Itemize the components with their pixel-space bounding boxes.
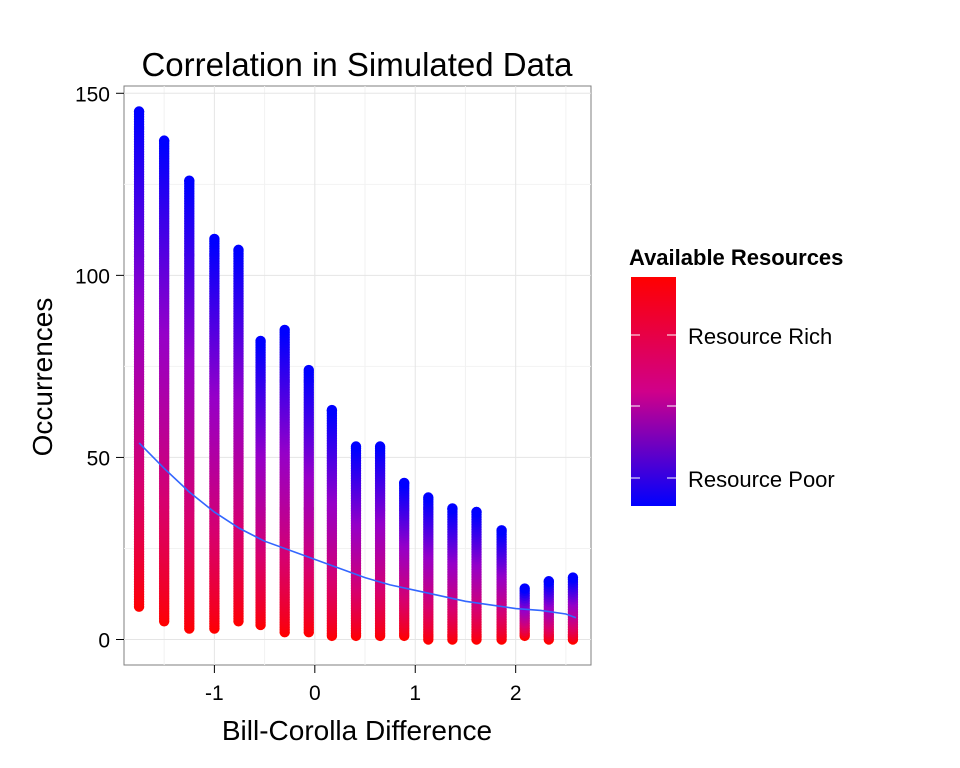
data-points (133, 106, 579, 645)
data-point (255, 335, 266, 347)
data-point (423, 492, 434, 503)
data-point (158, 135, 170, 146)
data-point (447, 503, 458, 514)
y-tick-label: 0 (98, 630, 110, 653)
data-point (374, 441, 386, 452)
x-tick-label: 1 (409, 682, 421, 705)
chart-title: Correlation in Simulated Data (141, 46, 573, 83)
data-point (279, 324, 290, 336)
data-point (133, 106, 145, 117)
legend: Available Resources Resource Rich Resour… (629, 245, 843, 506)
axes: -1 0 1 2 0 50 100 150 (75, 83, 522, 705)
trend-line-group (138, 442, 577, 619)
legend-ticks (631, 334, 676, 479)
data-point (519, 583, 530, 594)
data-point (233, 244, 244, 256)
y-axis-title: Occurrences (27, 298, 58, 457)
data-point (399, 477, 410, 489)
data-point (184, 175, 195, 186)
legend-label-poor: Resource Poor (688, 467, 835, 492)
x-tick-label: -1 (205, 682, 224, 705)
data-point (303, 364, 314, 376)
legend-colorbar (631, 277, 676, 506)
data-point (326, 404, 338, 416)
y-tick-label: 50 (87, 447, 110, 470)
data-point (496, 525, 507, 536)
y-tick-label: 150 (75, 83, 110, 106)
data-point (350, 441, 362, 452)
data-point (471, 506, 482, 518)
data-point (543, 576, 555, 587)
data-point (209, 233, 220, 245)
legend-title: Available Resources (629, 245, 843, 270)
data-point (567, 572, 579, 583)
x-tick-label: 2 (510, 682, 522, 705)
y-tick-label: 100 (75, 265, 110, 288)
x-axis-title: Bill-Corolla Difference (222, 715, 492, 746)
trend-line (138, 442, 577, 619)
legend-label-rich: Resource Rich (688, 324, 832, 349)
x-tick-label: 0 (309, 682, 321, 705)
